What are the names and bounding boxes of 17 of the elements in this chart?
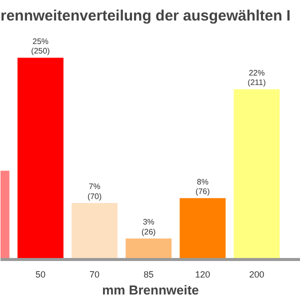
x-tick-label: 120 xyxy=(195,270,210,280)
data-label: 3% (26) xyxy=(141,218,156,237)
data-label: 22% (211) xyxy=(248,68,266,88)
x-tick-label: 200 xyxy=(249,270,264,280)
x-tick-label: 50 xyxy=(35,270,46,280)
data-label: 8% (76) xyxy=(196,177,210,196)
bar xyxy=(18,58,64,260)
bar xyxy=(72,203,118,260)
x-tick-label: 70 xyxy=(90,270,100,280)
x-axis-title: mm Brennweite xyxy=(102,282,199,298)
data-label: 7% (70) xyxy=(87,182,102,202)
data-label: 25% (250) xyxy=(31,36,50,56)
x-tick-label: 85 xyxy=(144,270,154,280)
chart-title: rennweitenverteilung der ausgewählten I xyxy=(0,8,291,24)
bar xyxy=(234,89,280,260)
bar xyxy=(180,198,226,260)
bar xyxy=(126,238,172,260)
